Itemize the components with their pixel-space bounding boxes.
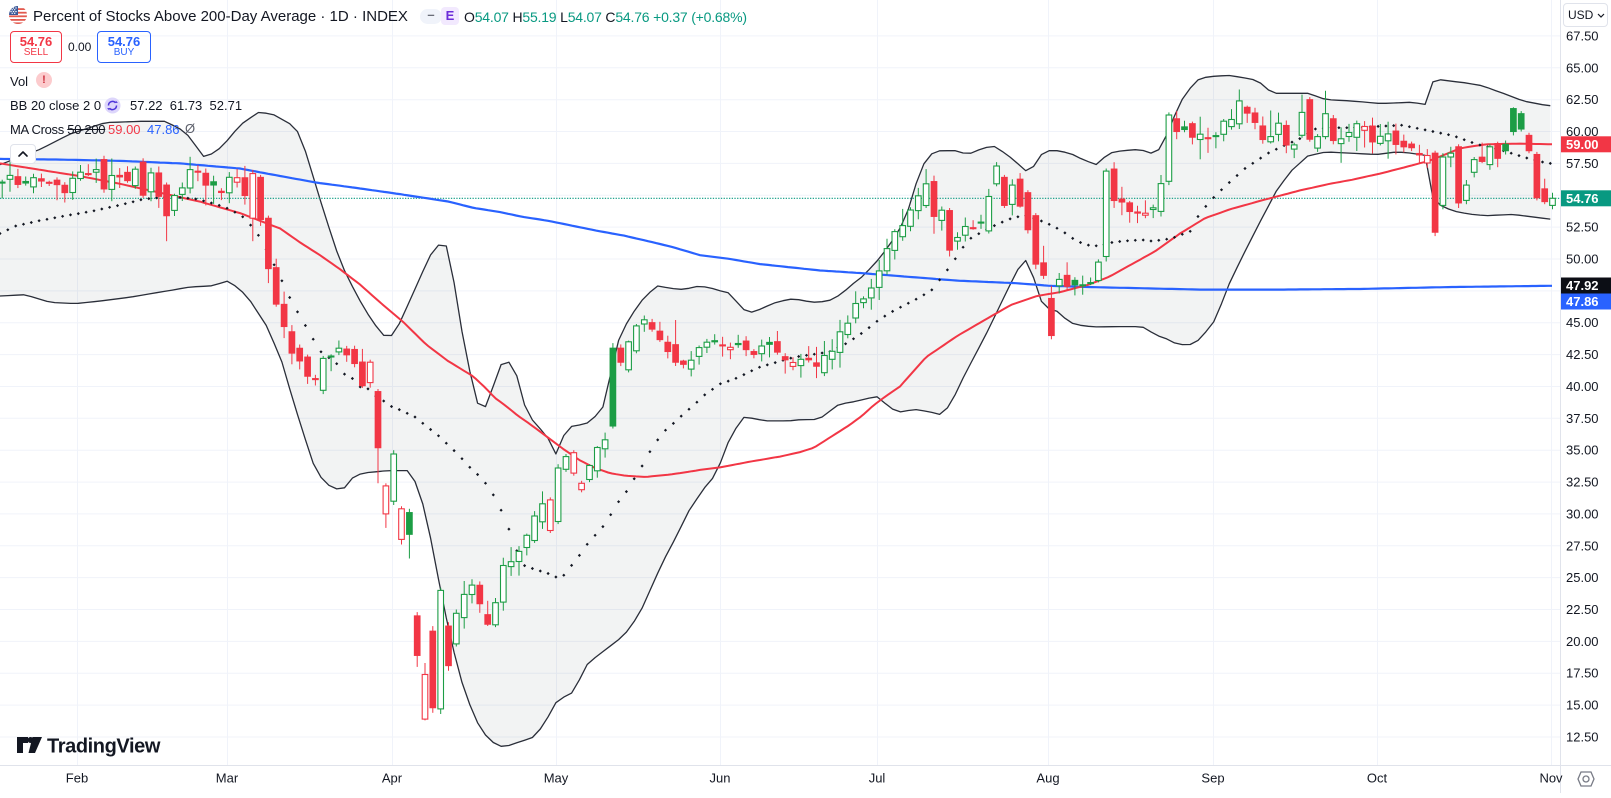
svg-text:17.50: 17.50: [1566, 666, 1599, 681]
svg-text:50.00: 50.00: [1566, 252, 1599, 267]
svg-text:Mar: Mar: [216, 771, 239, 786]
svg-text:12.50: 12.50: [1566, 730, 1599, 745]
svg-text:25.00: 25.00: [1566, 570, 1599, 585]
svg-text:Oct: Oct: [1367, 771, 1388, 786]
svg-text:32.50: 32.50: [1566, 475, 1599, 490]
svg-text:Jun: Jun: [710, 771, 731, 786]
svg-text:Sep: Sep: [1201, 771, 1224, 786]
svg-text:42.50: 42.50: [1566, 347, 1599, 362]
svg-text:Aug: Aug: [1036, 771, 1059, 786]
svg-text:Jul: Jul: [869, 771, 886, 786]
svg-text:Nov: Nov: [1539, 771, 1563, 786]
svg-text:22.50: 22.50: [1566, 602, 1599, 617]
svg-text:TradingView: TradingView: [47, 736, 161, 758]
svg-text:59.00: 59.00: [1566, 137, 1599, 152]
svg-text:Apr: Apr: [382, 771, 403, 786]
svg-text:67.50: 67.50: [1566, 28, 1599, 43]
svg-text:60.00: 60.00: [1566, 124, 1599, 139]
svg-text:40.00: 40.00: [1566, 379, 1599, 394]
svg-text:45.00: 45.00: [1566, 315, 1599, 330]
svg-text:35.00: 35.00: [1566, 443, 1599, 458]
svg-text:37.50: 37.50: [1566, 411, 1599, 426]
svg-text:54.76: 54.76: [1566, 191, 1599, 206]
svg-text:20.00: 20.00: [1566, 634, 1599, 649]
svg-text:May: May: [544, 771, 569, 786]
svg-text:15.00: 15.00: [1566, 698, 1599, 713]
svg-text:65.00: 65.00: [1566, 60, 1599, 75]
svg-text:47.92: 47.92: [1566, 278, 1599, 293]
svg-text:62.50: 62.50: [1566, 92, 1599, 107]
svg-text:27.50: 27.50: [1566, 538, 1599, 553]
svg-text:30.00: 30.00: [1566, 506, 1599, 521]
svg-text:57.50: 57.50: [1566, 156, 1599, 171]
svg-text:52.50: 52.50: [1566, 220, 1599, 235]
svg-text:Feb: Feb: [66, 771, 88, 786]
svg-text:47.86: 47.86: [1566, 294, 1599, 309]
